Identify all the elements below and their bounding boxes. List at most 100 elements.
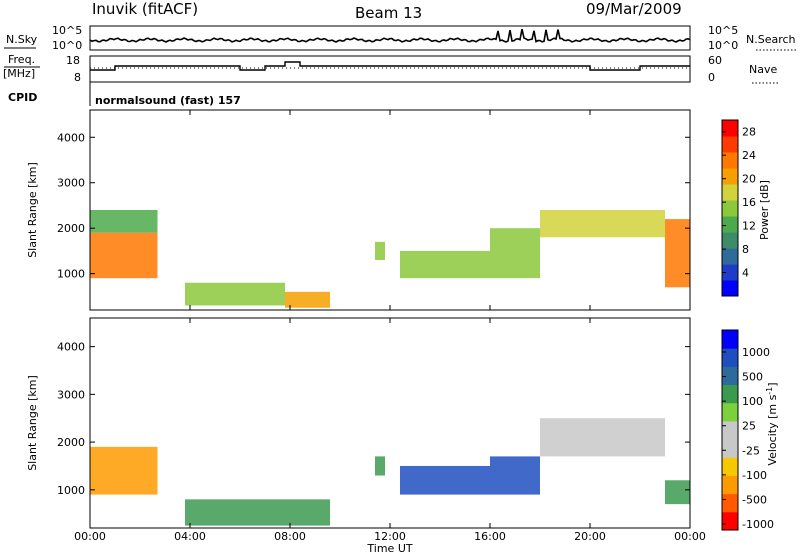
velocity-colorbar-swatch bbox=[722, 402, 738, 422]
y-tick-label: 1000 bbox=[57, 268, 85, 281]
noise-sky-trace bbox=[89, 28, 691, 43]
nave-right-tick-bottom: 0 bbox=[708, 71, 715, 84]
echo-region-2 bbox=[375, 456, 385, 476]
echo-region-1 bbox=[185, 499, 330, 526]
power-colorbar-tick-label: 20 bbox=[742, 173, 756, 186]
power-colorbar-label: Power [dB] bbox=[758, 180, 771, 240]
power-colorbar-swatch bbox=[722, 136, 738, 153]
x-tick-label: 08:00 bbox=[274, 530, 306, 543]
cpid-mode: normalsound (fast) 157 bbox=[95, 94, 241, 107]
noise-left-label: N.Sky bbox=[6, 33, 38, 46]
echo-region-7 bbox=[540, 210, 665, 238]
power-ylabel: Slant Range [km] bbox=[26, 162, 39, 258]
power-colorbar-swatch bbox=[722, 200, 738, 217]
power-colorbar-tick-label: 8 bbox=[742, 243, 749, 256]
velocity-colorbar: 1000 500 100 25 -25 -100 -500 -1000 bbox=[721, 329, 774, 531]
velocity-colorbar-swatch bbox=[722, 439, 738, 458]
velocity-colorbar-label: Velocity [m s-1] bbox=[765, 382, 779, 465]
velocity-colorbar-swatch bbox=[722, 384, 738, 404]
power-echoes bbox=[90, 210, 690, 308]
y-tick-label: 4000 bbox=[57, 341, 85, 354]
x-tick-label: 16:00 bbox=[474, 530, 506, 543]
power-colorbar-swatch bbox=[722, 216, 738, 233]
power-colorbar-swatch bbox=[722, 232, 738, 249]
velocity-colorbar-swatch bbox=[722, 420, 738, 440]
power-colorbar-swatch bbox=[722, 248, 738, 265]
power-colorbar-frame bbox=[721, 119, 739, 297]
x-tick-label: 00:00 bbox=[74, 530, 106, 543]
velocity-ylabel: Slant Range [km] bbox=[26, 375, 39, 471]
power-colorbar: 28 24 20 16 12 8 4 bbox=[721, 119, 756, 297]
freq-left-tick-bottom: 8 bbox=[74, 71, 81, 84]
echo-region-5 bbox=[540, 418, 665, 457]
power-colorbar-swatch bbox=[722, 280, 738, 297]
velocity-colorbar-tick-label: 1000 bbox=[742, 346, 770, 359]
velocity-colorbar-tick-label: 100 bbox=[742, 395, 763, 408]
velocity-colorbar-tick-label: -500 bbox=[742, 493, 767, 506]
velocity-colorbar-swatch bbox=[722, 511, 738, 531]
noise-right-tick-top: 10^5 bbox=[708, 24, 738, 37]
x-axis-ticks: 00:00 04:00 08:00 12:00 16:00 20:00 00:00 bbox=[74, 110, 706, 543]
x-tick-label: 12:00 bbox=[374, 530, 406, 543]
velocity-y-ticks: 4000 3000 2000 1000 bbox=[57, 341, 690, 497]
noise-panel-frame bbox=[89, 25, 691, 51]
freq-label-line2: [MHz] bbox=[3, 67, 35, 80]
power-colorbar-swatch bbox=[722, 168, 738, 185]
power-colorbar-tick-label: 4 bbox=[742, 267, 749, 280]
nave-right-tick-top: 60 bbox=[708, 54, 722, 67]
noise-right-tick-bottom: 10^0 bbox=[708, 39, 738, 52]
power-colorbar-tick-label: 24 bbox=[742, 149, 756, 162]
beam-title: Beam 13 bbox=[355, 4, 422, 22]
power-y-ticks: 4000 3000 2000 1000 bbox=[57, 131, 690, 281]
y-tick-label: 4000 bbox=[57, 131, 85, 144]
nave-right-label: Nave bbox=[749, 63, 777, 76]
power-colorbar-tick-label: 28 bbox=[742, 126, 756, 139]
echo-region-1 bbox=[90, 210, 158, 233]
echo-region-8 bbox=[665, 219, 690, 288]
velocity-colorbar-tick-label: -25 bbox=[742, 444, 760, 457]
echo-region-4 bbox=[375, 241, 385, 260]
echo-region-4 bbox=[490, 456, 540, 495]
power-colorbar-tick-label: 16 bbox=[742, 196, 756, 209]
freq-label-line1: Freq. bbox=[8, 53, 35, 66]
x-tick-label: 20:00 bbox=[574, 530, 606, 543]
velocity-colorbar-swatch bbox=[722, 457, 738, 476]
velocity-colorbar-tick-label: 500 bbox=[742, 371, 763, 384]
x-tick-label: 04:00 bbox=[174, 530, 206, 543]
y-tick-label: 2000 bbox=[57, 436, 85, 449]
noise-left-tick-bottom: 10^0 bbox=[52, 39, 82, 52]
velocity-colorbar-frame bbox=[721, 329, 739, 531]
x-axis-label: Time UT bbox=[366, 542, 412, 554]
echo-region-5 bbox=[400, 250, 490, 279]
velocity-colorbar-swatch bbox=[722, 493, 738, 513]
power-colorbar-tick-label: 12 bbox=[742, 220, 756, 233]
noise-left-tick-top: 10^5 bbox=[52, 24, 82, 37]
station-title: Inuvik (fitACF) bbox=[92, 0, 198, 18]
power-colorbar-swatch bbox=[722, 152, 738, 169]
y-tick-label: 1000 bbox=[57, 484, 85, 497]
power-colorbar-swatch bbox=[722, 184, 738, 201]
velocity-colorbar-swatch bbox=[722, 366, 738, 386]
velocity-colorbar-tick-label: -1000 bbox=[742, 518, 774, 531]
echo-region-6 bbox=[490, 228, 540, 279]
echo-region-0 bbox=[90, 232, 158, 279]
x-tick-label: 00:00 bbox=[674, 530, 706, 543]
power-colorbar-swatch bbox=[722, 264, 738, 281]
y-tick-label: 3000 bbox=[57, 388, 85, 401]
echo-region-3 bbox=[400, 465, 490, 495]
power-colorbar-swatch bbox=[722, 120, 738, 137]
freq-panel-frame bbox=[89, 55, 691, 83]
velocity-colorbar-swatch bbox=[722, 348, 738, 367]
noise-right-label: N.Search bbox=[746, 33, 796, 46]
velocity-colorbar-swatch bbox=[722, 330, 738, 349]
velocity-colorbar-tick-label: 25 bbox=[742, 420, 756, 433]
freq-trace bbox=[90, 61, 690, 71]
echo-region-3 bbox=[285, 291, 330, 308]
echo-region-6 bbox=[665, 480, 690, 505]
echo-region-2 bbox=[185, 282, 285, 306]
cpid-label: CPID bbox=[8, 91, 37, 104]
freq-left-tick-top: 18 bbox=[66, 54, 80, 67]
y-tick-label: 3000 bbox=[57, 177, 85, 190]
velocity-colorbar-tick-label: -100 bbox=[742, 469, 767, 482]
